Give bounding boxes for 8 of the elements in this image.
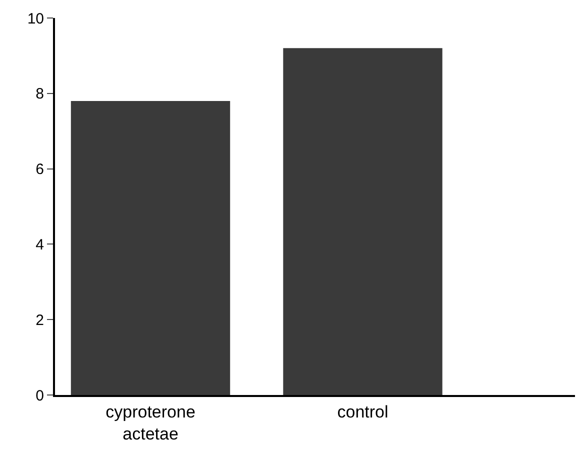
x-tick-label: control — [337, 402, 388, 422]
y-tick-label: 2 — [36, 312, 44, 329]
y-tick-label: 8 — [36, 86, 44, 103]
y-tick-label: 6 — [36, 161, 44, 178]
y-tick-label: 4 — [36, 236, 44, 254]
x-tick-label: cyproterone actetae — [106, 402, 196, 444]
y-tick-label: 0 — [36, 387, 44, 404]
y-tick-label: 10 — [27, 10, 44, 28]
